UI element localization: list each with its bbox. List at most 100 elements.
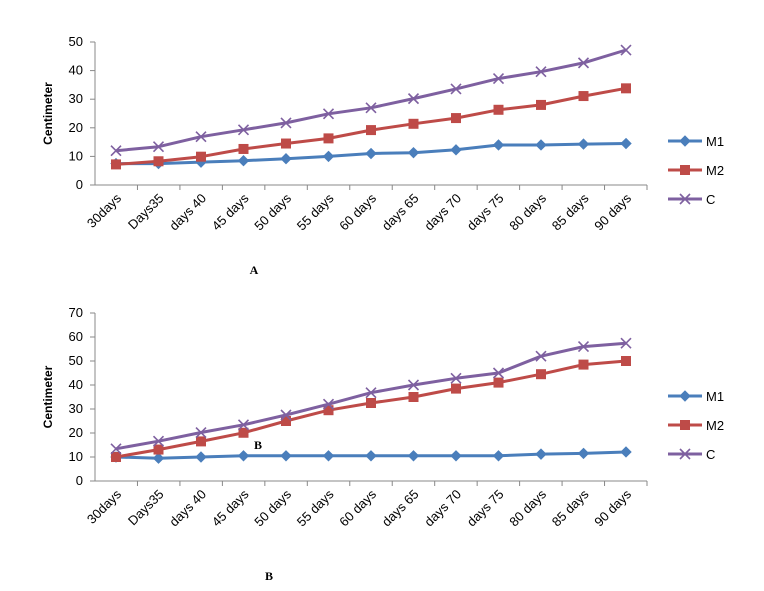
data-point [536,369,546,380]
legend-marker [680,420,690,430]
x-tick-label: days 65 [379,487,422,530]
legend-item-m1: M1 [668,389,724,404]
data-point [577,341,590,353]
series-line-c [115,341,627,451]
series-m1 [110,446,632,464]
data-point [280,117,292,129]
data-point [535,139,547,151]
x-tick-label: 80 days [506,190,549,233]
x-tick-label: days 70 [421,191,464,234]
x-tick-label: 55 days [294,190,337,233]
data-point [366,398,376,408]
data-point [322,108,335,120]
x-tick-label: 45 days [209,190,252,233]
data-point [493,377,504,388]
data-point [281,138,291,149]
data-point [577,57,590,69]
data-point [152,452,165,464]
x-tick-label: days 75 [464,191,507,234]
y-tick-label: 10 [69,148,83,163]
data-point [280,450,292,462]
series-m2 [111,83,631,170]
series-m1 [110,137,632,170]
legend-item-c: C [668,192,715,207]
legend-marker [679,390,691,402]
x-tick-label: 50 days [251,486,294,529]
y-tick-label: 50 [69,353,83,368]
data-point [152,435,165,447]
data-point [365,102,377,114]
y-tick-label: 20 [69,120,83,135]
data-point [536,99,546,110]
series-line-c [115,48,627,153]
x-tick-label: 60 days [336,486,379,529]
legend-item-m2: M2 [668,163,724,178]
x-tick-label: days 75 [464,487,507,530]
legend-label: M1 [706,134,724,149]
data-point [111,452,121,462]
data-point [196,436,206,447]
data-point [195,131,207,143]
x-tick-label: days 65 [379,191,422,234]
data-point [621,83,631,94]
y-tick-label: 40 [69,377,83,392]
data-point [621,356,631,366]
data-point [238,427,249,438]
panel-label: A [250,263,259,277]
data-point [535,448,547,460]
x-tick-label: 55 days [294,486,337,529]
data-point [407,146,420,159]
legend-label: M1 [706,389,724,404]
data-point [492,367,505,379]
legend-marker [679,448,691,460]
data-point [366,125,376,136]
data-point [407,450,420,462]
data-point [365,450,377,462]
data-point [577,138,590,150]
y-axis-title: Centimeter [41,82,55,145]
x-tick-label: 30days [84,486,125,527]
x-tick-label: 80 days [506,486,549,529]
x-tick-label: Days35 [125,191,167,233]
data-point [535,66,547,78]
data-point [365,147,377,160]
x-tick-label: days 70 [421,487,464,530]
data-point [237,450,250,462]
legend-marker [679,135,691,147]
data-point [110,443,122,455]
data-point [322,450,335,462]
data-point [280,152,292,165]
data-point [196,151,206,162]
legend-item-m2: M2 [668,418,724,433]
y-tick-label: 20 [69,425,83,440]
data-point [620,337,632,349]
series-line-m2 [115,359,627,459]
data-point [153,444,164,455]
data-point [195,451,207,463]
data-point [323,133,334,144]
data-point [493,104,504,115]
y-axis-title: Centimeter [41,365,55,428]
x-tick-label: Days35 [125,487,167,529]
x-tick-label: 90 days [591,486,634,529]
data-point [195,426,207,439]
y-tick-label: 50 [69,34,83,49]
data-point [153,156,164,167]
y-tick-label: 40 [69,63,83,78]
legend-marker [679,193,691,205]
data-point [577,447,590,460]
data-point [450,83,462,95]
legend-item-c: C [668,447,715,462]
x-tick-label: 85 days [549,486,592,529]
data-point [451,113,461,124]
legend-label: M2 [706,418,724,433]
legend-label: M2 [706,163,724,178]
data-point [407,379,420,391]
data-point [407,93,420,105]
x-tick-label: days 40 [166,487,209,530]
x-tick-label: 30days [84,190,125,231]
data-point [578,359,589,370]
series-m2 [111,356,631,462]
legend-label: C [706,447,715,462]
